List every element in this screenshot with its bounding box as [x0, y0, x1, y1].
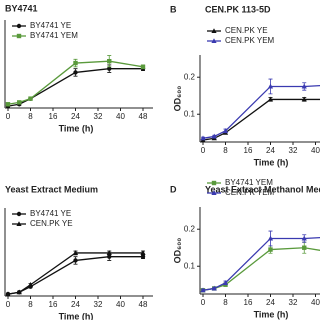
data-point: [140, 254, 146, 259]
legend-label: BY4741 YE: [30, 209, 71, 218]
data-point: [211, 133, 217, 139]
x-tick-label: 24: [266, 298, 275, 307]
data-point: [140, 250, 146, 255]
data-point: [106, 250, 112, 255]
panel-title: CEN.PK 113-5D: [205, 4, 271, 14]
x-tick-label: 8: [223, 298, 228, 307]
x-tick-label: 40: [116, 112, 125, 121]
data-point: [16, 23, 22, 29]
data-point: [211, 28, 217, 33]
x-tick-label: 24: [266, 146, 275, 155]
x-tick-label: 40: [311, 298, 320, 307]
data-point: [5, 102, 11, 107]
x-tick-label: 8: [223, 146, 228, 155]
x-tick-label: 8: [28, 300, 33, 309]
x-axis-label: Time (h): [254, 309, 289, 319]
x-tick-label: 32: [94, 112, 103, 121]
x-tick-label: 16: [49, 300, 58, 309]
panel-label: B: [170, 4, 177, 14]
x-tick-label: 48: [139, 300, 148, 309]
x-tick-label: 48: [139, 112, 148, 121]
data-point: [73, 258, 78, 263]
data-point: [211, 38, 217, 43]
x-tick-label: 16: [244, 298, 253, 307]
data-point: [267, 96, 274, 102]
data-point: [107, 58, 112, 64]
legend-label: CEN.PK YE: [225, 26, 268, 35]
data-point: [211, 190, 217, 195]
data-point: [222, 280, 229, 285]
x-axis-label: Time (h): [59, 311, 94, 320]
data-point: [211, 180, 217, 186]
series-line: [202, 98, 320, 141]
data-point: [267, 83, 274, 89]
x-axis-label: Time (h): [254, 157, 289, 167]
legend-label: CEN.PK YEM: [225, 188, 275, 197]
legend-label: CEN.PK YEM: [225, 36, 275, 45]
data-point: [211, 285, 217, 291]
x-tick-label: 0: [201, 298, 206, 307]
data-point: [73, 70, 78, 75]
data-point: [72, 250, 79, 255]
data-point: [16, 211, 22, 217]
x-tick-label: 24: [71, 300, 80, 309]
panel-title: Yeast Extract Medium: [5, 184, 98, 194]
series-line: [202, 247, 320, 291]
x-tick-label: 0: [201, 146, 206, 155]
y-tick-label: 0.2: [184, 72, 196, 81]
series-line: [202, 236, 320, 291]
data-point: [222, 128, 229, 133]
data-point: [268, 247, 273, 252]
x-axis-label: Time (h): [59, 123, 94, 133]
data-point: [301, 96, 307, 102]
panel-title: Yeast Extract Methanol Medium: [205, 184, 320, 194]
x-tick-label: 40: [311, 146, 320, 155]
y-axis-label: OD₆₀₀: [172, 86, 182, 112]
data-point: [5, 291, 11, 297]
y-tick-label: 0.1: [184, 261, 196, 270]
series-line: [7, 60, 144, 105]
y-axis-label: OD₆₀₀: [172, 238, 182, 264]
x-tick-label: 16: [49, 112, 58, 121]
panel-title: BY4741: [5, 3, 38, 13]
data-point: [302, 245, 307, 250]
y-tick-label: 0.2: [184, 224, 196, 233]
y-tick-label: 0.1: [184, 109, 196, 118]
data-point: [27, 281, 34, 287]
data-point: [17, 100, 22, 105]
panel-label: D: [170, 184, 177, 194]
x-tick-label: 32: [289, 146, 298, 155]
x-tick-label: 24: [71, 112, 80, 121]
x-tick-label: 0: [6, 112, 11, 121]
x-tick-label: 0: [6, 300, 11, 309]
data-point: [200, 135, 206, 141]
data-point: [16, 289, 22, 295]
x-tick-label: 32: [289, 298, 298, 307]
legend-label: BY4741 YE: [30, 21, 71, 30]
data-point: [267, 235, 274, 241]
x-tick-label: 8: [28, 112, 33, 121]
x-tick-label: 40: [116, 300, 125, 309]
data-point: [16, 33, 22, 39]
x-tick-label: 16: [244, 146, 253, 155]
data-point: [140, 64, 146, 70]
series-line: [7, 252, 143, 295]
data-point: [107, 66, 112, 71]
data-point: [200, 287, 206, 293]
data-point: [73, 60, 78, 66]
legend-label: CEN.PK YE: [30, 219, 73, 228]
data-point: [28, 96, 33, 101]
legend-label: BY4741 YEM: [30, 31, 78, 40]
data-point: [301, 83, 307, 89]
data-point: [301, 235, 307, 241]
series-line: [202, 84, 320, 139]
data-point: [16, 221, 22, 226]
data-point: [107, 254, 112, 259]
legend-label: BY4741 YEM: [225, 178, 273, 187]
x-tick-label: 32: [94, 300, 103, 309]
